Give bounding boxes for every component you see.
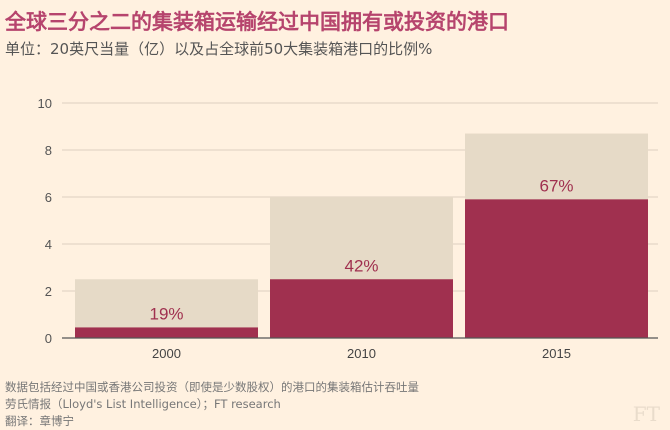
bar-china <box>75 327 258 338</box>
y-tick-label: 10 <box>38 96 52 111</box>
bar-china <box>465 199 648 338</box>
ft-logo: FT <box>632 402 660 426</box>
x-tick-label: 2015 <box>542 346 571 361</box>
y-tick-label: 2 <box>45 284 52 299</box>
bar-china <box>270 279 453 338</box>
y-tick-label: 0 <box>45 331 52 346</box>
footnote-translator: 翻译：章博宁 <box>5 414 74 428</box>
chart-title: 全球三分之二的集装箱运输经过中国拥有或投资的港口 <box>5 10 509 34</box>
x-tick-label: 2000 <box>152 346 181 361</box>
y-tick-label: 6 <box>45 190 52 205</box>
footnote-1: 数据包括经过中国或香港公司投资（即使是少数股权）的港口的集装箱估计吞吐量 <box>5 380 419 394</box>
chart-subtitle: 单位：20英尺当量（亿）以及占全球前50大集装箱港口的比例% <box>5 40 433 58</box>
data-label: 67% <box>539 176 573 195</box>
footnote-source: 劳氏情报（Lloyd's List Intelligence）；FT resea… <box>5 397 281 411</box>
y-tick-label: 8 <box>45 143 52 158</box>
data-label: 19% <box>149 304 183 323</box>
x-tick-label: 2010 <box>347 346 376 361</box>
data-label: 42% <box>344 256 378 275</box>
y-tick-label: 4 <box>45 237 52 252</box>
